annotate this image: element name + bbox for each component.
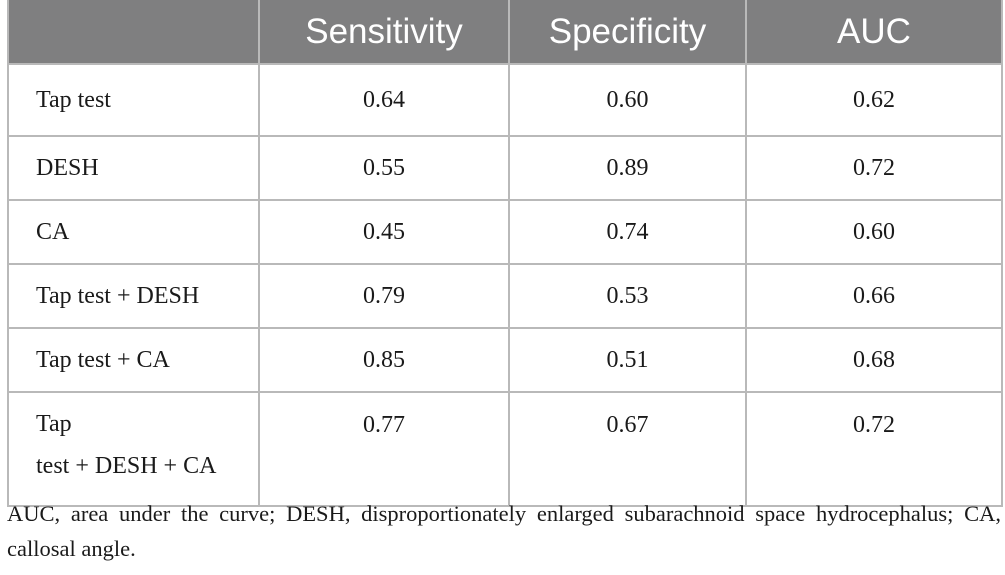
row-label: DESH — [7, 135, 260, 201]
table-header-row: Sensitivity Specificity AUC — [7, 0, 1003, 65]
specificity-cell: 0.67 — [508, 391, 747, 507]
specificity-cell: 0.53 — [508, 263, 747, 329]
table-row: DESH 0.55 0.89 0.72 — [7, 135, 1003, 201]
specificity-cell: 0.60 — [508, 63, 747, 137]
auc-cell: 0.68 — [745, 327, 1003, 393]
header-blank-cell — [7, 0, 260, 65]
row-label: Tap test + CA — [7, 327, 260, 393]
row-label: CA — [7, 199, 260, 265]
results-table: Sensitivity Specificity AUC Tap test 0.6… — [7, 0, 1003, 507]
auc-cell: 0.72 — [745, 391, 1003, 507]
header-sensitivity: Sensitivity — [258, 0, 510, 65]
results-table-container: Sensitivity Specificity AUC Tap test 0.6… — [7, 0, 1003, 507]
specificity-cell: 0.74 — [508, 199, 747, 265]
table-row: Tap test + CA 0.85 0.51 0.68 — [7, 327, 1003, 393]
sensitivity-cell: 0.45 — [258, 199, 510, 265]
sensitivity-cell: 0.55 — [258, 135, 510, 201]
sensitivity-cell: 0.77 — [258, 391, 510, 507]
specificity-cell: 0.51 — [508, 327, 747, 393]
specificity-cell: 0.89 — [508, 135, 747, 201]
sensitivity-cell: 0.64 — [258, 63, 510, 137]
row-label-line-1: Tap — [36, 411, 72, 437]
row-label: Tap test + DESH + CA — [7, 391, 260, 507]
row-label: Tap test + DESH — [7, 263, 260, 329]
auc-cell: 0.72 — [745, 135, 1003, 201]
table-row: Tap test + DESH + CA 0.77 0.67 0.72 — [7, 391, 1003, 507]
sensitivity-cell: 0.79 — [258, 263, 510, 329]
table-row: Tap test + DESH 0.79 0.53 0.66 — [7, 263, 1003, 329]
auc-cell: 0.62 — [745, 63, 1003, 137]
auc-cell: 0.66 — [745, 263, 1003, 329]
sensitivity-cell: 0.85 — [258, 327, 510, 393]
header-specificity: Specificity — [508, 0, 747, 65]
table-footnote: AUC, area under the curve; DESH, disprop… — [7, 501, 1001, 561]
auc-cell: 0.60 — [745, 199, 1003, 265]
table-row: CA 0.45 0.74 0.60 — [7, 199, 1003, 265]
header-auc: AUC — [745, 0, 1003, 65]
table-row: Tap test 0.64 0.60 0.62 — [7, 63, 1003, 137]
row-label: Tap test — [7, 63, 260, 137]
row-label-line-2: test + DESH + CA — [36, 453, 217, 479]
